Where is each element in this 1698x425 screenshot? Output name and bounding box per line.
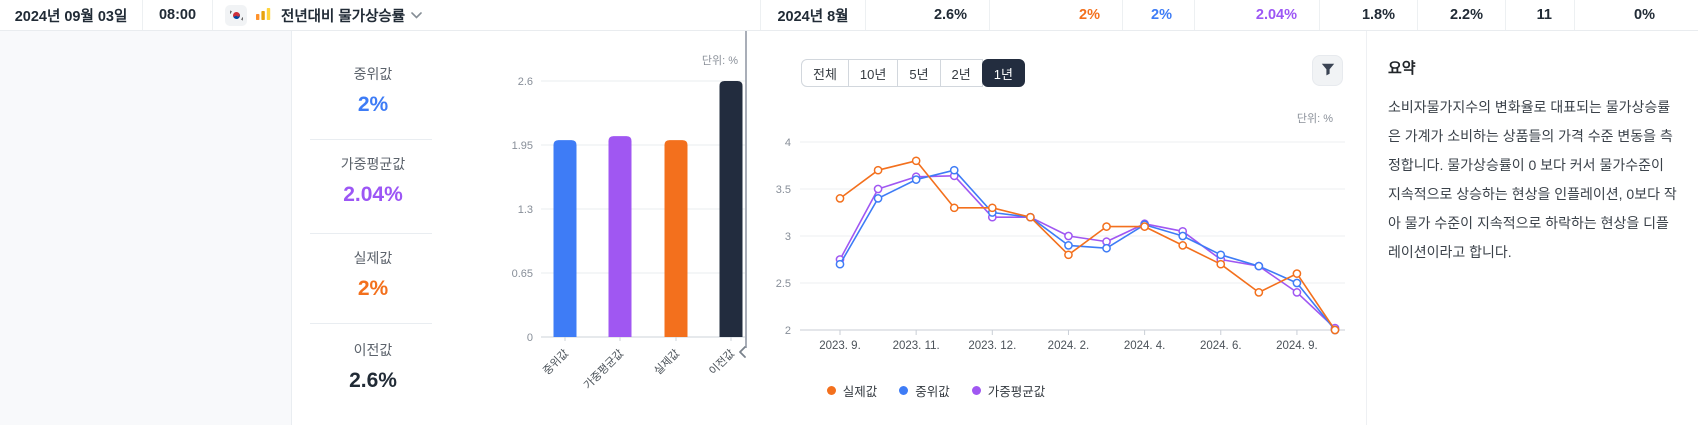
svg-text:2.6: 2.6 — [518, 76, 533, 88]
divider — [310, 139, 432, 140]
range-button-5y[interactable]: 5년 — [897, 59, 941, 87]
summary-panel: 요약 소비자물가지수의 변화율로 대표되는 물가상승률은 가계가 소비하는 상품… — [1388, 57, 1680, 267]
topbar-value: 2% — [989, 0, 1122, 30]
stat-value: 2% — [357, 93, 389, 116]
left-empty-pane — [0, 31, 292, 425]
svg-text:1.3: 1.3 — [518, 204, 533, 216]
svg-text:0.65: 0.65 — [512, 268, 533, 280]
stat-value: 2.04% — [343, 183, 403, 206]
topbar-icons — [213, 0, 271, 30]
svg-text:가중평균값: 가중평균값 — [581, 347, 626, 390]
topbar-value: 2.6% — [865, 0, 989, 30]
stat-label: 가중평균값 — [340, 156, 406, 172]
topbar-value: 0% — [1574, 0, 1698, 30]
svg-text:이전값: 이전값 — [706, 347, 737, 378]
svg-text:실제값: 실제값 — [651, 347, 682, 378]
summary-title: 요약 — [1388, 60, 1416, 77]
topbar-value: 2% — [1122, 0, 1194, 30]
release-time: 08:00 — [143, 0, 213, 30]
stat-label: 이전값 — [353, 342, 393, 358]
svg-text:2024. 9.: 2024. 9. — [1276, 340, 1318, 352]
indicator-dropdown[interactable]: 전년대비 물가상승률 — [271, 0, 760, 30]
divider — [1366, 31, 1367, 425]
svg-text:2024. 6.: 2024. 6. — [1200, 340, 1242, 352]
svg-text:2: 2 — [785, 325, 791, 337]
filter-button[interactable] — [1312, 55, 1343, 86]
bar-chart[interactable]: 0 0.65 1.3 1.95 2.6 중위값 가중평균값 실제값 이전값 — [448, 60, 748, 390]
legend-label: 실제값 — [842, 385, 878, 399]
stat-label: 중위값 — [353, 66, 393, 82]
svg-text:2023. 11.: 2023. 11. — [893, 340, 940, 352]
indicator-title: 전년대비 물가상승률 — [281, 8, 406, 25]
stat-value: 2.6% — [349, 369, 397, 392]
funnel-icon — [1321, 63, 1335, 79]
svg-text:4: 4 — [785, 137, 791, 149]
range-button-1y[interactable]: 1년 — [981, 59, 1025, 87]
legend-item[interactable]: 실제값 — [826, 381, 878, 400]
range-button-all[interactable]: 전체 — [801, 59, 849, 87]
svg-text:2024. 4.: 2024. 4. — [1124, 340, 1166, 352]
topbar-value: 1.8% — [1319, 0, 1417, 30]
range-button-10y[interactable]: 10년 — [847, 59, 899, 87]
svg-text:3: 3 — [785, 231, 791, 243]
summary-body: 소비자물가지수의 변화율로 대표되는 물가상승률은 가계가 소비하는 상품들의 … — [1388, 99, 1677, 260]
pane-divider[interactable] — [745, 31, 747, 348]
topbar-value: 2.2% — [1417, 0, 1505, 30]
legend-dot-icon — [899, 386, 909, 395]
svg-text:1.95: 1.95 — [512, 140, 533, 152]
divider — [310, 233, 432, 234]
svg-text:2023. 12.: 2023. 12. — [968, 340, 1016, 352]
line-chart[interactable]: 2 2.5 3 3.5 4 2023. 9. 2023. 11. 2023. 12. 2024.… — [756, 105, 1356, 360]
release-date: 2024년 09월 03일 — [0, 0, 143, 30]
legend-dot-icon — [971, 386, 981, 395]
svg-text:3.5: 3.5 — [776, 184, 791, 196]
period-label: 2024년 8월 — [760, 0, 865, 30]
legend-label: 중위값 — [915, 385, 950, 399]
chevron-down-icon — [411, 7, 422, 23]
stat-value: 2% — [357, 277, 389, 300]
topbar-value: 2.04% — [1194, 0, 1319, 30]
legend-dot-icon — [826, 386, 836, 395]
legend-item[interactable]: 가중평균값 — [971, 381, 1046, 400]
svg-text:2.5: 2.5 — [776, 278, 791, 290]
chart-legend: 실제값 중위값 가중평균값 — [766, 381, 1106, 400]
svg-text:2024. 2.: 2024. 2. — [1048, 340, 1090, 352]
collapse-handle-icon[interactable] — [735, 344, 751, 360]
legend-item[interactable]: 중위값 — [899, 381, 950, 400]
legend-label: 가중평균값 — [987, 385, 1046, 399]
stat-label: 실제값 — [353, 250, 393, 266]
stat-weighted-average: 가중평균값 2.04% — [300, 154, 446, 207]
line-chart-unit-label: 단위: % — [1296, 113, 1333, 125]
bar-chart-unit-label: 단위: % — [701, 55, 738, 67]
divider — [310, 323, 432, 324]
bar-chart-icon — [256, 6, 271, 24]
range-filter: 전체 10년 5년 2년 1년 — [801, 59, 1025, 87]
range-button-2y[interactable]: 2년 — [939, 59, 983, 87]
topbar-value: 11 — [1505, 0, 1574, 30]
stat-actual: 실제값 2% — [300, 248, 446, 301]
svg-text:중위값: 중위값 — [540, 347, 571, 378]
stat-previous: 이전값 2.6% — [300, 340, 446, 393]
stat-median: 중위값 2% — [300, 64, 446, 117]
svg-text:0: 0 — [527, 332, 533, 344]
topbar: 2024년 09월 03일 08:00 — [0, 0, 1698, 31]
svg-text:2023. 9.: 2023. 9. — [819, 340, 861, 352]
south-korea-flag-icon — [225, 4, 247, 26]
